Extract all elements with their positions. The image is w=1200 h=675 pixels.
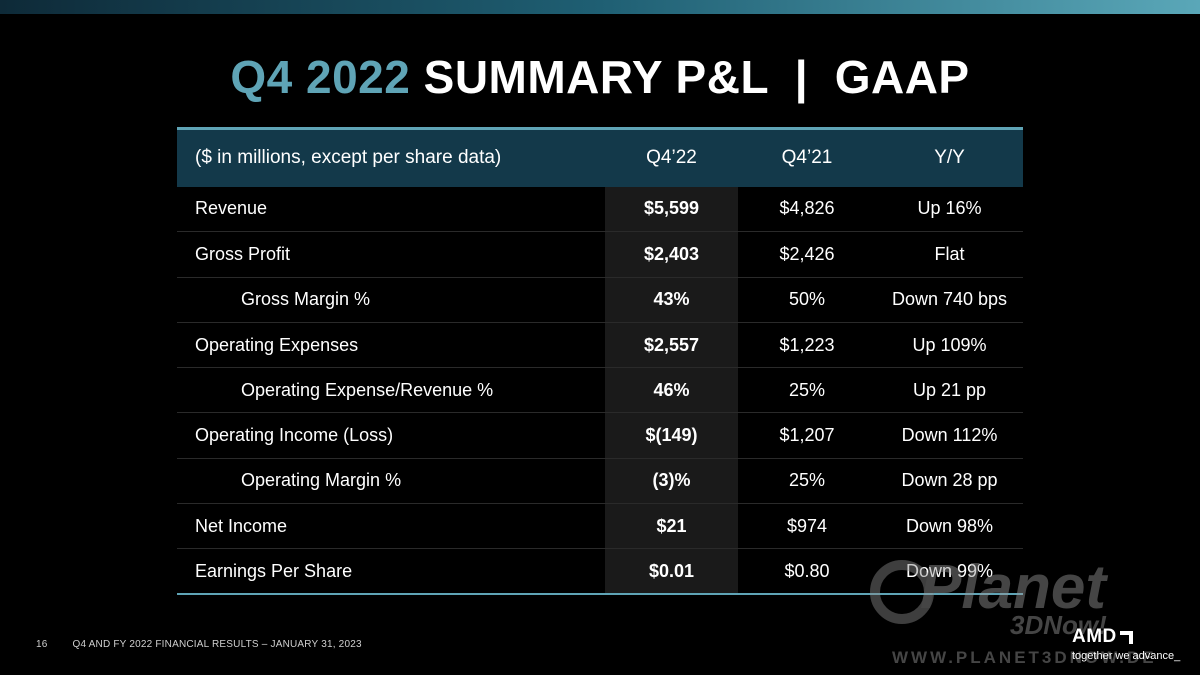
- table-row: Net Income $21 $974 Down 98%: [177, 503, 1023, 550]
- table-row: Gross Margin % 43% 50% Down 740 bps: [177, 277, 1023, 323]
- row-label: Gross Profit: [177, 231, 605, 278]
- value-q4-22: $2,557: [605, 322, 738, 369]
- table-row: Earnings Per Share $0.01 $0.80 Down 99%: [177, 548, 1023, 596]
- value-yy: Down 98%: [876, 503, 1023, 550]
- page-number: 16: [36, 639, 48, 650]
- value-yy: Up 16%: [876, 186, 1023, 233]
- row-label: Operating Expense/Revenue %: [177, 367, 605, 414]
- table-row: Operating Expenses $2,557 $1,223 Up 109%: [177, 322, 1023, 369]
- value-q4-21: $2,426: [738, 231, 876, 278]
- row-label: Earnings Per Share: [177, 548, 605, 596]
- watermark: Planet 3DNow! WWW.PLANET3DNOW.DE: [870, 552, 1200, 672]
- watermark-url: WWW.PLANET3DNOW.DE: [892, 648, 1157, 667]
- header-q4-22: Q4’22: [605, 127, 738, 187]
- value-q4-22: $0.01: [605, 548, 738, 596]
- row-label: Operating Income (Loss): [177, 412, 605, 459]
- header-yy: Y/Y: [876, 127, 1023, 187]
- value-q4-22: (3)%: [605, 458, 738, 505]
- value-q4-21: $4,826: [738, 186, 876, 233]
- header-q4-21: Q4’21: [738, 127, 876, 187]
- table-header-row: ($ in millions, except per share data) Q…: [177, 127, 1023, 187]
- value-q4-22: $21: [605, 503, 738, 550]
- amd-brand-text: AMD: [1072, 626, 1117, 647]
- amd-logo: AMD together we advance_: [1072, 626, 1192, 666]
- row-label: Operating Margin %: [177, 458, 605, 505]
- amd-brand: AMD: [1072, 626, 1133, 648]
- watermark-3dnow: 3DNow!: [1010, 610, 1107, 640]
- row-label: Revenue: [177, 186, 605, 233]
- top-accent-bar: [0, 0, 1200, 14]
- amd-tagline: together we advance_: [1072, 650, 1181, 662]
- watermark-ring-icon: [870, 560, 934, 624]
- amd-arrow-icon: [1119, 630, 1133, 644]
- value-yy: Up 21 pp: [876, 367, 1023, 414]
- value-q4-22: $(149): [605, 412, 738, 459]
- value-q4-22: $5,599: [605, 186, 738, 233]
- value-q4-21: $1,207: [738, 412, 876, 459]
- slide-title: Q4 2022 SUMMARY P&L | GAAP: [0, 50, 1200, 104]
- table-row: Revenue $5,599 $4,826 Up 16%: [177, 186, 1023, 233]
- value-q4-21: 25%: [738, 458, 876, 505]
- footer-text: Q4 AND FY 2022 FINANCIAL RESULTS – JANUA…: [72, 639, 362, 650]
- value-yy: Flat: [876, 231, 1023, 278]
- header-label: ($ in millions, except per share data): [177, 127, 605, 187]
- table-row: Operating Expense/Revenue % 46% 25% Up 21 p…: [177, 367, 1023, 414]
- footer: 16 Q4 AND FY 2022 FINANCIAL RESULTS – JA…: [36, 639, 362, 650]
- value-yy: Up 109%: [876, 322, 1023, 369]
- value-yy: Down 112%: [876, 412, 1023, 459]
- value-q4-22: 46%: [605, 367, 738, 414]
- value-q4-21: $0.80: [738, 548, 876, 596]
- watermark-planet: Planet: [920, 553, 1107, 622]
- row-label: Gross Margin %: [177, 277, 605, 323]
- table-row: Operating Margin % (3)% 25% Down 28 pp: [177, 458, 1023, 505]
- table-row: Gross Profit $2,403 $2,426 Flat: [177, 231, 1023, 278]
- value-q4-21: 50%: [738, 277, 876, 323]
- table-row: Operating Income (Loss) $(149) $1,207 Down …: [177, 412, 1023, 459]
- row-label: Net Income: [177, 503, 605, 550]
- value-q4-22: 43%: [605, 277, 738, 323]
- value-q4-21: $1,223: [738, 322, 876, 369]
- value-q4-22: $2,403: [605, 231, 738, 278]
- value-q4-21: 25%: [738, 367, 876, 414]
- title-accent: Q4 2022: [230, 51, 411, 103]
- title-main: SUMMARY P&L | GAAP: [423, 51, 970, 103]
- value-q4-21: $974: [738, 503, 876, 550]
- value-yy: Down 740 bps: [876, 277, 1023, 323]
- row-label: Operating Expenses: [177, 322, 605, 369]
- table-body: Revenue $5,599 $4,826 Up 16% Gross Profit $2,…: [177, 186, 1023, 596]
- pl-summary-table: ($ in millions, except per share data) Q…: [177, 127, 1023, 596]
- value-yy: Down 28 pp: [876, 458, 1023, 505]
